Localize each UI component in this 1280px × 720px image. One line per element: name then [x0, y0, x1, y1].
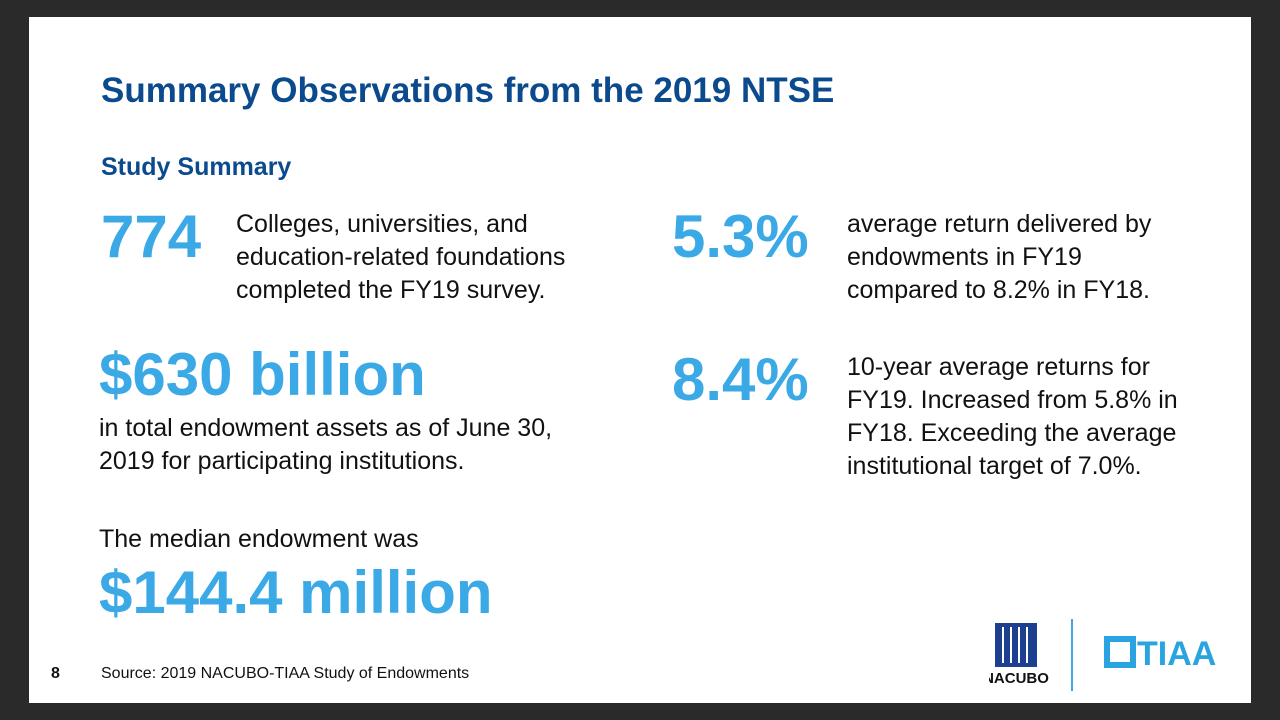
logos: NACUBO TIAA — [989, 619, 1216, 691]
slide-title: Summary Observations from the 2019 NTSE — [101, 71, 835, 110]
page-number: 8 — [51, 665, 60, 682]
stat-value: 774 — [101, 203, 202, 270]
stat-value: $630 billion — [99, 341, 426, 408]
stat-text: average return delivered by endowments i… — [847, 210, 1152, 304]
source: Source: 2019 NACUBO-TIAA Study of Endowm… — [101, 665, 470, 682]
stat-text: in total endowment assets as of June 30,… — [99, 414, 553, 475]
stat-text: The median endowment was — [99, 525, 419, 553]
subtitle: Study Summary — [101, 153, 292, 181]
tiaa-text: TIAA — [1137, 635, 1216, 673]
stat-value: 5.3% — [672, 203, 809, 270]
stat-text: Colleges, universities, and education-re… — [236, 210, 566, 304]
stat-value: $144.4 million — [99, 559, 493, 626]
stat-value: 8.4% — [672, 346, 809, 413]
slide: Summary Observations from the 2019 NTSE … — [29, 17, 1251, 703]
stat-text: 10-year average returns for FY19. Increa… — [847, 353, 1178, 480]
tiaa-icon — [1104, 636, 1136, 668]
nacubo-icon — [995, 623, 1037, 667]
nacubo-stripes — [1002, 627, 1028, 663]
nacubo-text: NACUBO — [989, 670, 1049, 687]
